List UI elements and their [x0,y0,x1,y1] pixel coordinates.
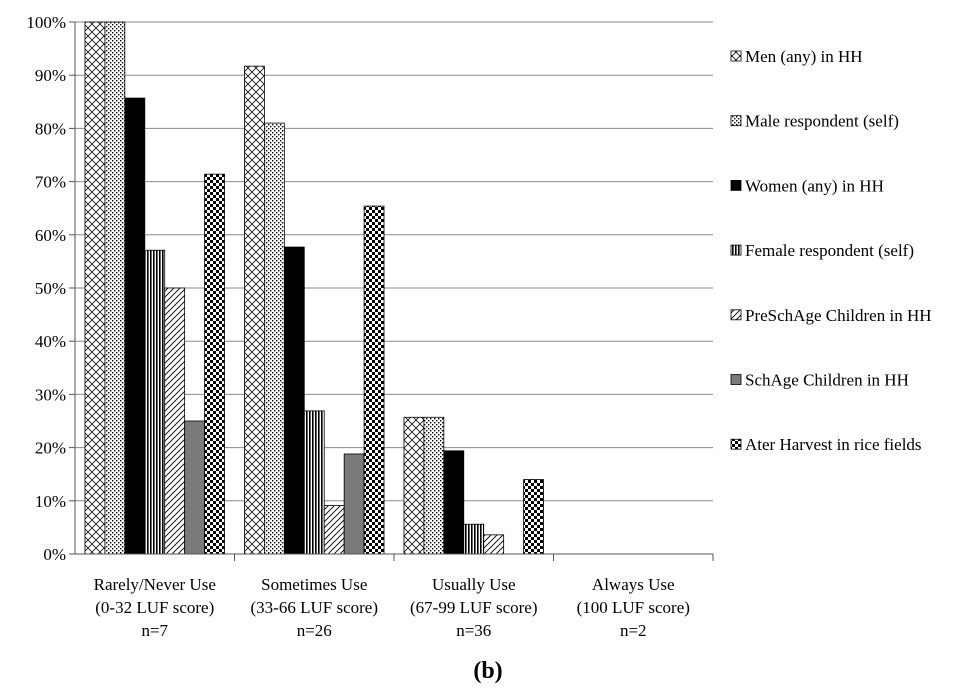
y-tick-label: 10% [35,492,66,511]
bar-0-2 [403,416,425,555]
bar-1-0 [104,21,126,555]
category-label: Always Use (100 LUF score) n=2 [577,575,690,640]
bar-2-1 [283,246,305,555]
y-tick-label: 90% [35,66,66,85]
y-tick-label: 100% [26,13,66,32]
y-tick-label: 50% [35,279,66,298]
legend-label: Female respondent (self) [745,241,914,260]
y-tick-label: 20% [35,439,66,458]
y-tick-label: 0% [43,545,66,564]
bar-3-2 [463,523,485,555]
bar-2-0 [124,97,146,555]
bar-4-0 [164,287,186,555]
bar-5-0 [184,420,205,555]
legend-swatch [730,50,742,62]
axes [74,22,714,561]
y-tick-label: 70% [35,173,66,192]
legend-label: Male respondent (self) [745,112,899,131]
bar-3-0 [144,249,166,555]
category-label: Sometimes Use (33-66 LUF score) n=26 [251,575,378,640]
legend: Men (any) in HH Male respondent (self) Wom… [730,47,932,454]
bar-5-1 [343,453,365,555]
y-tick-label: 30% [35,385,66,404]
legend-label: SchAge Children in HH [745,371,909,390]
legend-swatch [730,309,742,321]
bars-group [84,21,544,555]
legend-swatch [730,374,742,385]
category-label: Usually Use (67-99 LUF score) n=36 [410,575,537,640]
legend-swatch [730,115,742,127]
bar-1-1 [264,122,285,555]
category-label: Rarely/Never Use (0-32 LUF score) n=7 [94,575,216,640]
bar-6-1 [363,205,385,555]
bar-6-2 [523,479,544,555]
legend-swatch [730,438,742,450]
legend-label: PreSchAge Children in HH [745,306,932,325]
legend-label: Men (any) in HH [745,47,863,66]
legend-label: Ater Harvest in rice fields [745,435,922,454]
y-tick-labels: 0% 10% 20% 30% 40% 50% 60% 70% 80% 90% 100% [26,13,66,564]
bar-0-0 [84,21,106,555]
legend-swatch [730,244,742,256]
bar-3-1 [303,410,325,555]
legend-swatch [730,179,742,191]
bar-6-0 [204,173,225,555]
panel-label: (b) [473,658,502,684]
bar-0-1 [244,65,265,555]
y-tick-label: 40% [35,332,66,351]
bar-4-1 [323,505,345,555]
bar-4-2 [483,534,505,555]
category-labels: Rarely/Never Use (0-32 LUF score) n=7 Somet… [94,575,690,640]
bar-1-2 [423,416,445,555]
y-tick-label: 60% [35,226,66,245]
legend-label: Women (any) in HH [745,176,884,195]
bar-2-2 [443,450,465,555]
y-tick-label: 80% [35,119,66,138]
